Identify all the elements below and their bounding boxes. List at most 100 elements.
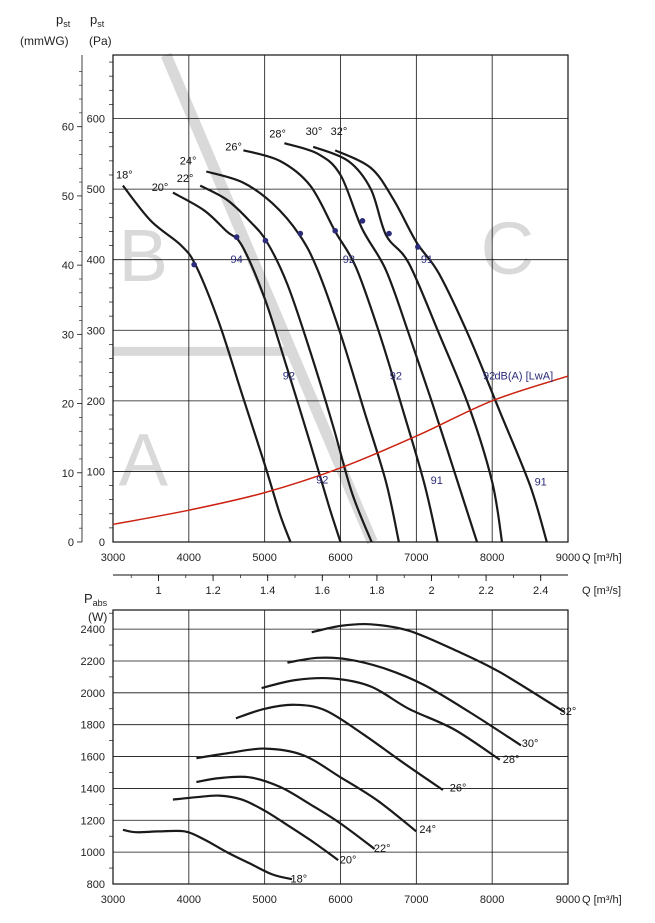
x-tick-label: 9000	[556, 552, 580, 564]
x-tick-label: 3000	[101, 894, 125, 906]
x-tick-label: 3000	[101, 552, 125, 564]
noise-level-label: 92	[390, 371, 402, 383]
noise-level-label: 92	[483, 371, 495, 383]
noise-unit-label: dB(A) [LwA]	[494, 371, 553, 383]
y-tick-label-pa: 0	[99, 537, 105, 549]
y-tick-label-pa: 400	[87, 255, 105, 267]
region-label: C	[481, 207, 534, 290]
x-tick-label: 4000	[177, 894, 201, 906]
x-tick-label: 7000	[404, 894, 428, 906]
y-tick-label: 1800	[81, 720, 105, 732]
power-curve	[261, 676, 501, 761]
power-curve	[311, 622, 565, 713]
region-label: A	[119, 419, 169, 502]
y-tick-label: 1000	[81, 847, 105, 859]
curve-angle-label: 18°	[290, 873, 307, 885]
pressure-curve	[312, 145, 504, 543]
pressure-curve	[205, 170, 400, 543]
power-curve	[172, 794, 339, 861]
x-tick-label: 6000	[328, 894, 352, 906]
x-tick-label: 9000	[556, 894, 580, 906]
top-ylabel-left-unit: (mmWG)	[20, 34, 69, 48]
secondary-tick-label: 2.2	[478, 585, 493, 597]
curve-angle-label: 24°	[180, 155, 197, 167]
efficiency-marker	[262, 237, 269, 244]
y-tick-label: 800	[87, 879, 105, 891]
secondary-tick-label: 1.8	[369, 585, 384, 597]
curve-angle-label: 32°	[331, 126, 348, 138]
pressure-curve	[243, 149, 439, 543]
pressure-curve	[284, 142, 479, 543]
curve-angle-label: 26°	[450, 783, 467, 795]
noise-level-label: 91	[421, 254, 433, 266]
noise-level-label: 92	[283, 371, 295, 383]
curve-angle-label: 20°	[340, 854, 357, 866]
efficiency-marker	[233, 234, 240, 240]
y-tick-label: 1200	[81, 815, 105, 827]
noise-level-label: 92	[316, 474, 328, 486]
power-curve	[196, 747, 417, 833]
y-tick-label-mmwg: 50	[62, 191, 74, 203]
secondary-xlabel: Q [m³/s]	[582, 585, 621, 597]
x-tick-label: 5000	[252, 894, 276, 906]
x-tick-label: 7000	[404, 552, 428, 564]
efficiency-marker	[386, 230, 392, 237]
power-curve	[235, 703, 444, 791]
y-tick-label-mmwg: 30	[62, 329, 74, 341]
y-tick-label: 2200	[81, 656, 105, 668]
noise-level-label: 91	[431, 475, 443, 487]
secondary-tick-label: 1.2	[205, 585, 220, 597]
y-tick-label-pa: 100	[87, 466, 105, 478]
y-tick-label-pa: 500	[87, 184, 105, 196]
y-tick-label: 2400	[81, 624, 105, 636]
curve-angle-label: 26°	[225, 141, 242, 153]
system-resistance-curve	[112, 375, 569, 526]
bottom-ylabel-unit: (W)	[88, 610, 107, 624]
power-curve	[287, 656, 522, 747]
top-ylabel-right-unit: (Pa)	[89, 34, 112, 48]
noise-level-label: 91	[535, 477, 547, 489]
y-tick-label-pa: 300	[87, 325, 105, 337]
y-tick-label-mmwg: 0	[68, 537, 74, 549]
curve-angle-label: 28°	[503, 754, 520, 766]
y-tick-label-pa: 200	[87, 396, 105, 408]
x-tick-label: 4000	[177, 552, 201, 564]
curve-angle-label: 32°	[560, 706, 577, 718]
x-tick-label: 5000	[252, 552, 276, 564]
curve-angle-label: 24°	[419, 824, 436, 836]
x-tick-label: 8000	[480, 552, 504, 564]
curve-angle-label: 22°	[374, 843, 391, 855]
secondary-tick-label: 1.6	[315, 585, 330, 597]
pressure-curve	[172, 191, 342, 543]
curve-angle-label: 28°	[269, 129, 286, 141]
bottom-ylabel: Pabs	[84, 591, 108, 608]
curve-angle-label: 22°	[177, 173, 194, 185]
efficiency-marker	[191, 261, 197, 268]
flow-m3s-axis: 1 1.2 1.4 1.6 1.8 2 2.2 2.4	[113, 574, 568, 597]
y-tick-label-pa: 600	[87, 114, 105, 126]
noise-level-label: 92	[343, 254, 355, 266]
region-boundary-diagonal	[161, 52, 378, 545]
top-ylabel-right: pst	[90, 12, 105, 29]
secondary-tick-label: 1.4	[260, 585, 275, 597]
secondary-tick-label: 1	[155, 585, 161, 597]
y-tick-label: 1600	[81, 752, 105, 764]
bottom-xlabel: Q [m³/h]	[582, 894, 622, 906]
y-tick-label-mmwg: 60	[62, 122, 74, 134]
secondary-tick-label: 2.4	[533, 585, 548, 597]
efficiency-marker	[415, 244, 421, 250]
curve-angle-label: 30°	[306, 126, 323, 138]
secondary-tick-label: 2	[428, 585, 434, 597]
y-tick-label-mmwg: 20	[62, 399, 74, 411]
x-tick-label: 8000	[480, 894, 504, 906]
x-tick-label: 6000	[328, 552, 352, 564]
y-tick-label-mmwg: 40	[62, 260, 74, 272]
curve-angle-label: 30°	[522, 738, 539, 750]
pressure-curve	[122, 184, 292, 543]
efficiency-marker	[332, 227, 338, 234]
region-label: B	[119, 214, 168, 297]
top-ylabel-left: pst	[56, 12, 71, 29]
y-tick-label-mmwg: 10	[62, 468, 74, 480]
